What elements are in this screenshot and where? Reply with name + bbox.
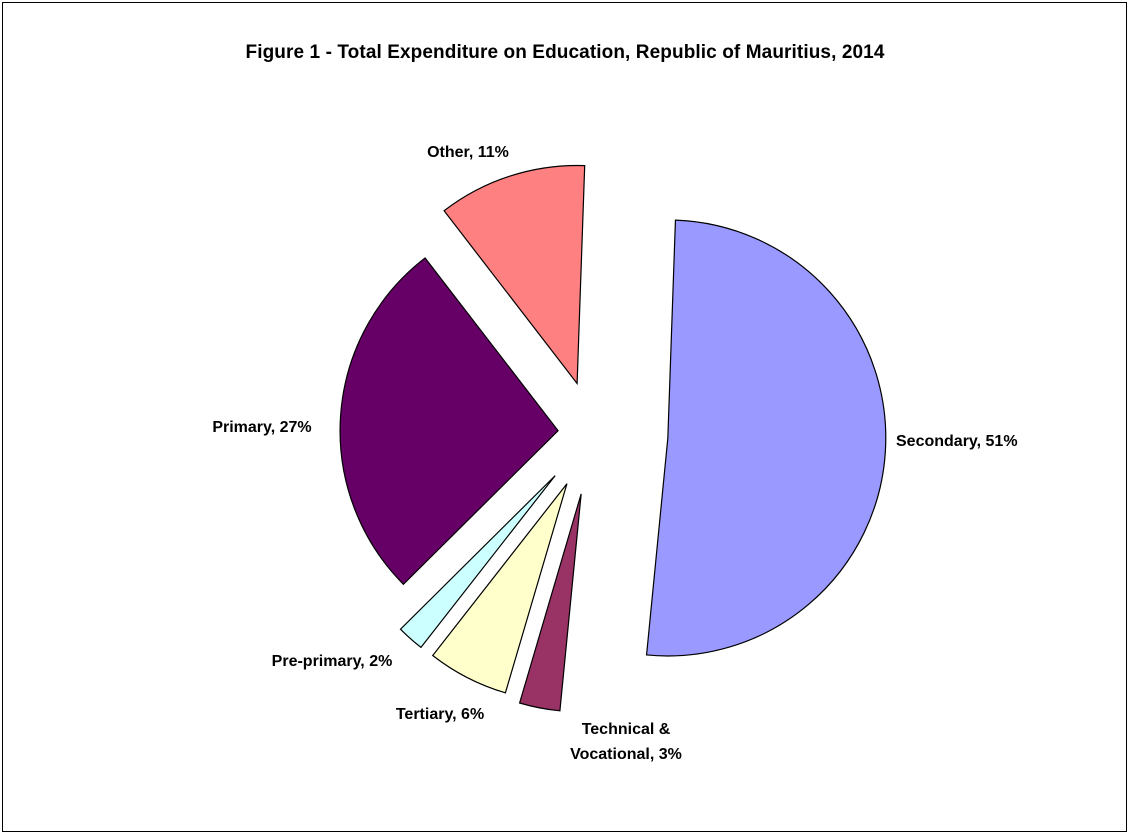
slice-label-other: Other, 11% [427,144,509,161]
slice-label-preprimary: Pre-primary, 2% [272,653,393,670]
pie-slices [339,164,887,712]
slice-label-line: Vocational, 3% [570,746,682,763]
slice-label-technical: Technical & Vocational, 3% [570,721,682,763]
pie-slice-technical [518,493,582,712]
pie-slice-tertiary [431,483,568,694]
slice-label-secondary: Secondary, 51% [896,433,1018,450]
pie-slice-other [443,164,586,386]
pie-slice-secondary [645,219,887,657]
slice-label-tertiary: Tertiary, 6% [396,706,484,723]
pie-labels: Secondary, 51%Technical & Vocational, 3%T… [212,144,1017,763]
slice-label-primary: Primary, 27% [212,419,311,436]
slice-label-line: Technical & [582,721,671,738]
pie-slice-primary [339,257,559,586]
chart-title: Figure 1 - Total Expenditure on Educatio… [245,42,885,63]
pie-slice-preprimary [399,475,556,649]
